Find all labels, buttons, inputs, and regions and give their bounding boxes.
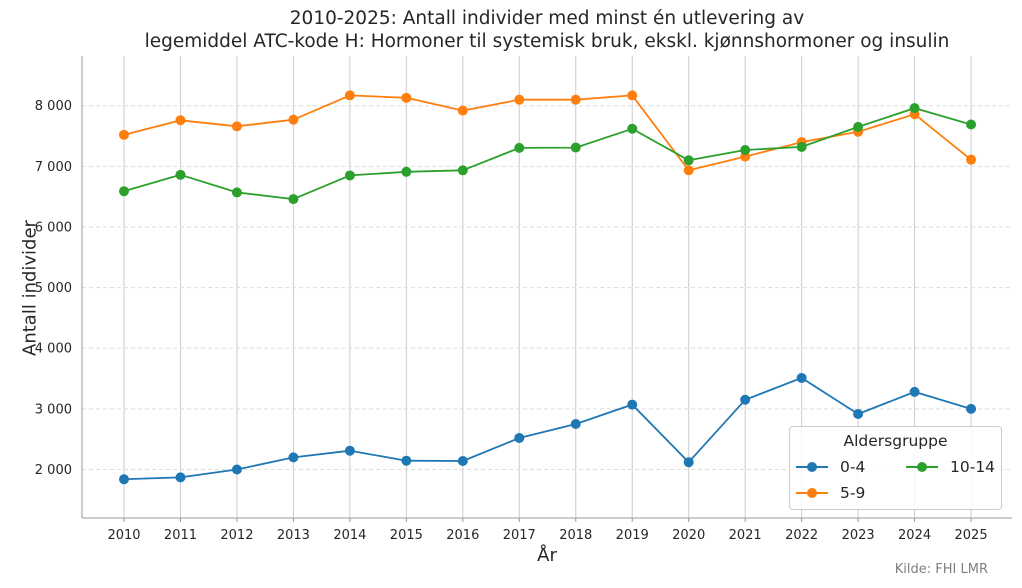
data-point-5-9 <box>966 154 977 165</box>
y-tick-label: 8 000 <box>35 99 72 114</box>
data-point-10-14 <box>966 119 977 130</box>
series-line-10-14 <box>123 107 972 201</box>
legend-title: Aldersgruppe <box>843 432 948 450</box>
data-point-0-4 <box>175 472 186 483</box>
legend-label-5-9: 5-9 <box>840 484 866 502</box>
x-tick-label: 2022 <box>785 528 818 543</box>
y-tick-label: 6 000 <box>35 220 72 235</box>
legend: Aldersgruppe 0-4 5-9 10-14 <box>789 426 1002 510</box>
data-point-0-4 <box>740 394 751 405</box>
data-point-10-14 <box>853 121 864 132</box>
legend-swatch-10-14 <box>906 460 938 474</box>
x-tick-label: 2014 <box>333 528 366 543</box>
series-5-9 <box>119 90 977 176</box>
data-point-10-14 <box>683 155 694 166</box>
data-point-0-4 <box>570 419 581 430</box>
data-point-10-14 <box>740 144 751 155</box>
legend-item-0-4: 0-4 <box>796 458 865 476</box>
legend-label-0-4: 0-4 <box>840 458 866 476</box>
series-layer <box>119 90 977 485</box>
legend-swatch-5-9 <box>796 486 828 500</box>
data-point-10-14 <box>288 194 299 205</box>
tick-labels: 2010 2011 2012 2013 2014 2015 2016 2017 2018 2019… <box>35 99 988 543</box>
data-point-10-14 <box>119 186 129 197</box>
data-point-0-4 <box>231 464 242 475</box>
data-point-10-14 <box>457 165 468 176</box>
y-gridlines <box>82 105 1012 470</box>
series-line-0-4 <box>123 376 972 481</box>
legend-item-5-9: 5-9 <box>796 484 865 502</box>
data-point-10-14 <box>231 187 242 198</box>
x-tick-label: 2020 <box>672 528 705 543</box>
chart-title-line-2: legemiddel ATC-kode H: Hormoner til syst… <box>144 31 950 52</box>
data-point-5-9 <box>231 121 242 132</box>
data-point-10-14 <box>796 141 807 152</box>
y-tick-label: 7 000 <box>35 160 72 175</box>
data-point-5-9 <box>401 92 412 103</box>
series-10-14 <box>119 103 977 205</box>
y-axis-label: Antall individer <box>19 220 41 356</box>
data-point-0-4 <box>401 455 412 466</box>
data-point-5-9 <box>175 115 186 126</box>
data-point-0-4 <box>909 386 920 397</box>
data-point-0-4 <box>966 403 977 414</box>
x-tick-label: 2015 <box>390 528 423 543</box>
data-point-0-4 <box>796 372 807 383</box>
x-tick-label: 2018 <box>559 528 592 543</box>
x-tick-label: 2010 <box>107 528 140 543</box>
y-tick-label: 3 000 <box>35 402 72 417</box>
source-note: Kilde: FHI LMR <box>894 562 988 577</box>
data-point-0-4 <box>514 432 525 443</box>
y-tick-label: 5 000 <box>35 281 72 296</box>
data-point-0-4 <box>457 456 468 467</box>
legend-label-10-14: 10-14 <box>950 458 996 476</box>
data-point-5-9 <box>457 105 468 116</box>
x-axis-label: År <box>537 545 557 566</box>
data-point-10-14 <box>627 123 638 134</box>
legend-swatch-0-4 <box>796 460 828 474</box>
chart-title-line-1: 2010-2025: Antall individer med minst én… <box>289 8 805 29</box>
y-tick-label: 4 000 <box>35 342 72 357</box>
x-tick-label: 2024 <box>898 528 931 543</box>
x-tick-label: 2016 <box>446 528 479 543</box>
x-tick-label: 2023 <box>842 528 875 543</box>
data-point-0-4 <box>683 457 694 468</box>
data-point-0-4 <box>288 452 299 463</box>
data-point-5-9 <box>119 129 129 140</box>
data-point-10-14 <box>514 142 525 153</box>
x-tick-label: 2019 <box>616 528 649 543</box>
data-point-5-9 <box>514 94 525 105</box>
data-point-10-14 <box>909 103 920 114</box>
y-tick-label: 2 000 <box>35 463 72 478</box>
data-point-0-4 <box>627 399 638 410</box>
legend-item-10-14: 10-14 <box>906 458 995 476</box>
x-tick-label: 2012 <box>220 528 253 543</box>
x-tick-label: 2017 <box>503 528 536 543</box>
data-point-5-9 <box>627 90 638 101</box>
data-point-10-14 <box>344 170 355 181</box>
data-point-0-4 <box>853 409 864 420</box>
data-point-10-14 <box>175 169 186 180</box>
data-point-10-14 <box>570 142 581 153</box>
x-tick-label: 2021 <box>729 528 762 543</box>
data-point-5-9 <box>288 114 299 125</box>
x-tick-label: 2013 <box>277 528 310 543</box>
data-point-0-4 <box>119 474 129 485</box>
data-point-10-14 <box>401 166 412 177</box>
data-point-0-4 <box>344 445 355 456</box>
data-point-5-9 <box>683 165 694 176</box>
data-point-5-9 <box>344 90 355 101</box>
data-point-5-9 <box>570 94 581 105</box>
series-0-4 <box>119 372 977 485</box>
x-tick-label: 2011 <box>164 528 197 543</box>
x-tick-label: 2025 <box>955 528 988 543</box>
